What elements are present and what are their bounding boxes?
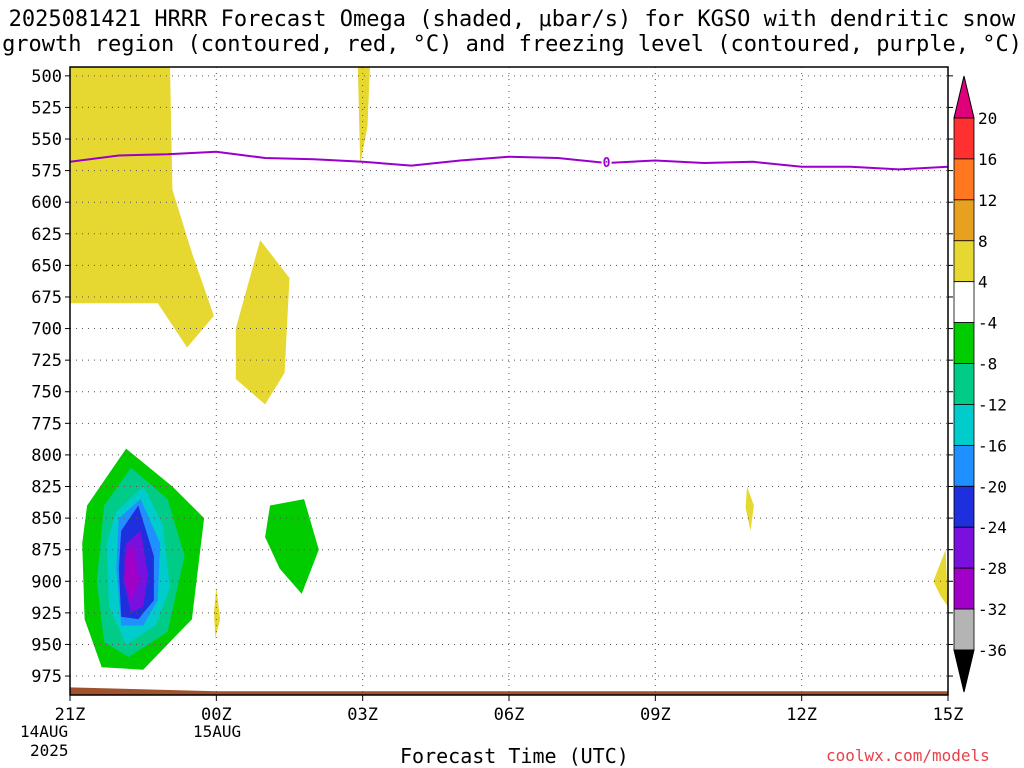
colorbar-label--32: -32 — [978, 600, 1007, 619]
omega-region-21 — [124, 543, 140, 601]
colorbar-segment-7 — [953, 404, 975, 446]
colorbar-segment-8 — [953, 444, 975, 487]
date-label-14aug: 14AUG — [20, 722, 69, 741]
colorbar-label--12: -12 — [978, 395, 1007, 414]
y-tick-label-500: 500 — [31, 67, 62, 87]
colorbar-label--36: -36 — [978, 641, 1007, 660]
colorbar-segment-0 — [953, 117, 975, 160]
y-axis-ticks: 500 525 550 575 600 625 650 675 700 725 750 775 800 8… — [31, 67, 953, 687]
omega-region-6 — [357, 67, 370, 165]
omega-region-12 — [891, 315, 948, 487]
colorbar-segment-12 — [953, 608, 975, 651]
shaded-omega-layer: 0 — [70, 67, 948, 695]
omega-region-5 — [235, 240, 290, 405]
colorbar-segment-3 — [953, 240, 975, 283]
y-tick-label-975: 975 — [31, 667, 62, 687]
colorbar-label--20: -20 — [978, 477, 1007, 496]
omega-region-8 — [933, 549, 948, 607]
colorbar-segment-4 — [953, 281, 975, 324]
y-tick-label-650: 650 — [31, 256, 62, 276]
colorbar-label-16: 16 — [978, 150, 997, 169]
x-tick-label-06Z: 06Z — [494, 705, 525, 725]
omega-region-9 — [213, 587, 221, 639]
y-tick-label-525: 525 — [31, 98, 62, 118]
y-tick-label-850: 850 — [31, 509, 62, 529]
y-tick-label-625: 625 — [31, 225, 62, 245]
colorbar-segment-11 — [953, 567, 975, 610]
colorbar-label-4: 4 — [978, 273, 988, 292]
colorbar-segment-5 — [953, 322, 975, 364]
omega-region-13 — [79, 322, 558, 673]
colorbar-segment-1 — [953, 158, 975, 201]
freezing-level-label: 0 — [603, 156, 611, 171]
omega-region-11 — [735, 208, 770, 367]
colorbar: 20 16 12 8 4 -4 -8 -12 -16 -20 -24 -28 -32 -36 — [953, 75, 1007, 693]
date-label-15aug: 15AUG — [193, 722, 242, 741]
freezing-level-label-bg — [601, 154, 612, 169]
omega-region-15 — [265, 499, 319, 594]
y-tick-label-675: 675 — [31, 288, 62, 308]
y-tick-label-750: 750 — [31, 383, 62, 403]
x-tick-label-12Z: 12Z — [786, 705, 817, 725]
grid-lines — [70, 67, 948, 695]
colorbar-segment-6 — [953, 363, 975, 405]
source-credit: coolwx.com/models — [826, 746, 990, 765]
x-tick-label-09Z: 09Z — [640, 705, 671, 725]
colorbar-label--24: -24 — [978, 518, 1007, 537]
colorbar-label-20: 20 — [978, 109, 997, 128]
y-tick-label-725: 725 — [31, 351, 62, 371]
omega-region-10 — [183, 67, 294, 165]
y-tick-label-950: 950 — [31, 635, 62, 655]
colorbar-label-12: 12 — [978, 191, 997, 210]
y-tick-label-825: 825 — [31, 478, 62, 498]
x-tick-label-15Z: 15Z — [933, 705, 964, 725]
chart-title-line-2: growth region (contoured, red, °C) and f… — [2, 32, 1022, 57]
colorbar-label--8: -8 — [978, 355, 997, 374]
y-tick-label-875: 875 — [31, 541, 62, 561]
x-tick-label-00Z: 00Z — [201, 705, 232, 725]
colorbar-label--28: -28 — [978, 559, 1007, 578]
colorbar-label-8: 8 — [978, 232, 988, 251]
colorbar-top-arrow — [953, 75, 975, 119]
x-tick-label-21Z: 21Z — [55, 705, 86, 725]
colorbar-label--4: -4 — [978, 314, 997, 333]
colorbar-label--16: -16 — [978, 436, 1007, 455]
x-tick-label-03Z: 03Z — [347, 705, 378, 725]
date-label-year: 2025 — [30, 741, 69, 760]
x-axis-label: Forecast Time (UTC) — [400, 744, 629, 768]
omega-region-4 — [70, 67, 214, 348]
y-tick-label-550: 550 — [31, 130, 62, 150]
chart-title-line-1: 2025081421 HRRR Forecast Omega (shaded, … — [8, 7, 1016, 32]
freezing-level-contour — [70, 150, 948, 171]
x-axis-ticks: 21Z 00Z 03Z 06Z 09Z 12Z 15Z — [55, 695, 964, 725]
omega-region-7 — [745, 486, 754, 531]
colorbar-bottom-arrow — [953, 649, 975, 693]
y-tick-label-800: 800 — [31, 446, 62, 466]
colorbar-segment-2 — [953, 199, 975, 242]
y-tick-label-600: 600 — [31, 193, 62, 213]
colorbar-segment-10 — [953, 526, 975, 569]
y-tick-label-925: 925 — [31, 604, 62, 624]
colorbar-segment-9 — [953, 485, 975, 528]
y-tick-label-900: 900 — [31, 572, 62, 592]
y-tick-label-575: 575 — [31, 162, 62, 182]
y-tick-label-700: 700 — [31, 320, 62, 340]
y-tick-label-775: 775 — [31, 414, 62, 434]
